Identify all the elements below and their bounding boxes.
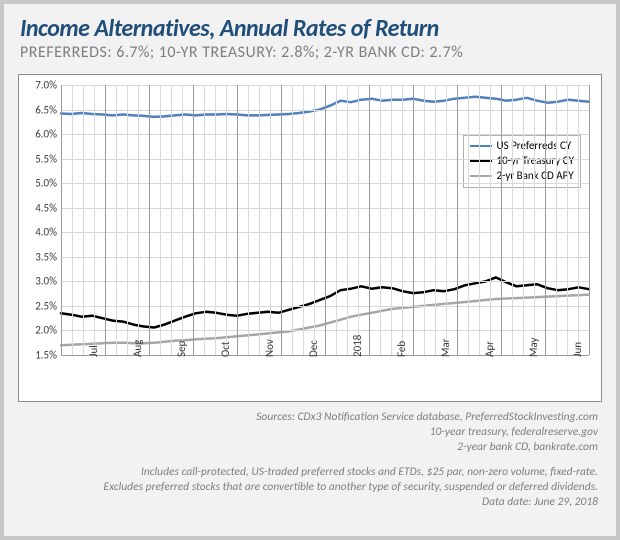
x-tick-label: Apr <box>483 341 496 357</box>
gridline-v-minor <box>435 85 436 355</box>
gridline-v-minor <box>292 85 293 355</box>
y-tick-label: 6.0% <box>35 128 57 141</box>
gridline-v-minor <box>446 85 447 355</box>
legend-swatch <box>470 175 492 177</box>
gridline-v-minor <box>578 85 579 355</box>
gridline-v-major <box>501 85 502 355</box>
gridline-v-minor <box>391 85 392 355</box>
gridline-v-minor <box>248 85 249 355</box>
x-tick-label: Oct <box>219 341 232 357</box>
gridline-v-minor <box>116 85 117 355</box>
chart-card: Income Alternatives, Annual Rates of Ret… <box>0 0 620 540</box>
x-tick-label: Jun <box>571 342 584 357</box>
chart-frame: 1.5% 2.0% 2.5% 3.0% 3.5% 4.0% 4.5% 5.0% 5.5% 6.0%… <box>18 74 602 402</box>
gridline-v-minor <box>314 85 315 355</box>
gridline-v-major <box>149 85 150 355</box>
y-tick-label: 6.5% <box>35 103 57 116</box>
y-axis: 1.5%2.0%2.5%3.0%3.5%4.0%4.5%5.0%5.5%6.0%… <box>19 75 61 355</box>
gridline-v-major <box>413 85 414 355</box>
x-tick-label: 2018 <box>351 335 364 357</box>
gridline-v-minor <box>83 85 84 355</box>
footnotes: Sources: CDx3 Notification Service datab… <box>4 402 616 510</box>
legend: US Preferreds CY10-yr Treasury CY2-yr Ba… <box>463 135 581 188</box>
gridline-v-minor <box>171 85 172 355</box>
gridline-v-minor <box>127 85 128 355</box>
gridline-v-major <box>545 85 546 355</box>
gridline-v-minor <box>160 85 161 355</box>
gridline-v-minor <box>303 85 304 355</box>
gridline-v-minor <box>347 85 348 355</box>
gridline-v-major <box>61 85 62 355</box>
chart-subtitle: PREFERREDS: 6.7%; 10-YR TREASURY: 2.8%; … <box>4 43 616 68</box>
gridline-v-minor <box>512 85 513 355</box>
footnote-line: Includes call-protected, US-traded prefe… <box>22 465 598 480</box>
chart-title: Income Alternatives, Annual Rates of Ret… <box>4 4 616 43</box>
y-tick-label: 5.0% <box>35 177 57 190</box>
y-tick-label: 2.5% <box>35 299 57 312</box>
gridline-v-major <box>369 85 370 355</box>
gridline-v-minor <box>556 85 557 355</box>
gridline-v-major <box>589 85 590 355</box>
gridline-v-minor <box>270 85 271 355</box>
legend-label: 10-yr Treasury CY <box>497 154 574 169</box>
gridline-v-minor <box>94 85 95 355</box>
gridline-v-major <box>237 85 238 355</box>
footnote-line: Excludes preferred stocks that are conve… <box>22 480 598 495</box>
x-tick-label: May <box>527 338 540 357</box>
gridline-v-minor <box>479 85 480 355</box>
x-tick-label: Dec <box>307 340 320 357</box>
gridline-v-minor <box>259 85 260 355</box>
x-tick-label: Aug <box>131 340 144 357</box>
gridline-v-minor <box>567 85 568 355</box>
gridline-v-minor <box>358 85 359 355</box>
gridline-v-minor <box>523 85 524 355</box>
gridline-v-major <box>281 85 282 355</box>
gridline-v-minor <box>380 85 381 355</box>
x-axis: JulAugSepOctNovDec2018FebMarAprMayJun <box>61 355 589 385</box>
legend-item-bankcd2: 2-yr Bank CD APY <box>470 169 574 184</box>
gridline-v-major <box>457 85 458 355</box>
plot-area: US Preferreds CY10-yr Treasury CY2-yr Ba… <box>61 85 589 355</box>
gridline-v-minor <box>336 85 337 355</box>
gridline-v-minor <box>424 85 425 355</box>
y-tick-label: 5.5% <box>35 152 57 165</box>
gridline-v-minor <box>182 85 183 355</box>
footnote-line: Data date: June 29, 2018 <box>22 495 598 510</box>
gridline-v-minor <box>402 85 403 355</box>
footnote-line: Sources: CDx3 Notification Service datab… <box>22 410 598 425</box>
y-tick-label: 4.0% <box>35 226 57 239</box>
legend-item-preferreds: US Preferreds CY <box>470 139 574 154</box>
gridline-v-minor <box>534 85 535 355</box>
gridline-v-major <box>193 85 194 355</box>
y-tick-label: 4.5% <box>35 201 57 214</box>
y-tick-label: 3.0% <box>35 275 57 288</box>
footnote-line: 10-year treasury, federalreserve.gov <box>22 425 598 440</box>
gridline-v-minor <box>138 85 139 355</box>
gridline-v-major <box>325 85 326 355</box>
legend-swatch <box>470 160 492 162</box>
chart-plot: 1.5%2.0%2.5%3.0%3.5%4.0%4.5%5.0%5.5%6.0%… <box>19 75 601 355</box>
x-tick-label: Feb <box>395 341 408 357</box>
footnote-line: 2-year bank CD, bankrate.com <box>22 440 598 455</box>
x-tick-label: Jul <box>87 345 100 357</box>
legend-item-treasury10: 10-yr Treasury CY <box>470 154 574 169</box>
y-tick-label: 3.5% <box>35 250 57 263</box>
x-tick-label: Nov <box>263 339 276 357</box>
gridline-v-minor <box>490 85 491 355</box>
gridline-v-minor <box>72 85 73 355</box>
legend-label: 2-yr Bank CD APY <box>497 169 574 184</box>
y-tick-label: 1.5% <box>35 349 57 362</box>
gridline-v-minor <box>215 85 216 355</box>
legend-swatch <box>470 145 492 147</box>
y-tick-label: 7.0% <box>35 79 57 92</box>
gridline-v-minor <box>204 85 205 355</box>
x-tick-label: Sep <box>175 341 188 357</box>
gridline-v-major <box>105 85 106 355</box>
gridline-v-minor <box>226 85 227 355</box>
gridline-v-minor <box>468 85 469 355</box>
y-tick-label: 2.0% <box>35 324 57 337</box>
x-tick-label: Mar <box>439 338 452 357</box>
